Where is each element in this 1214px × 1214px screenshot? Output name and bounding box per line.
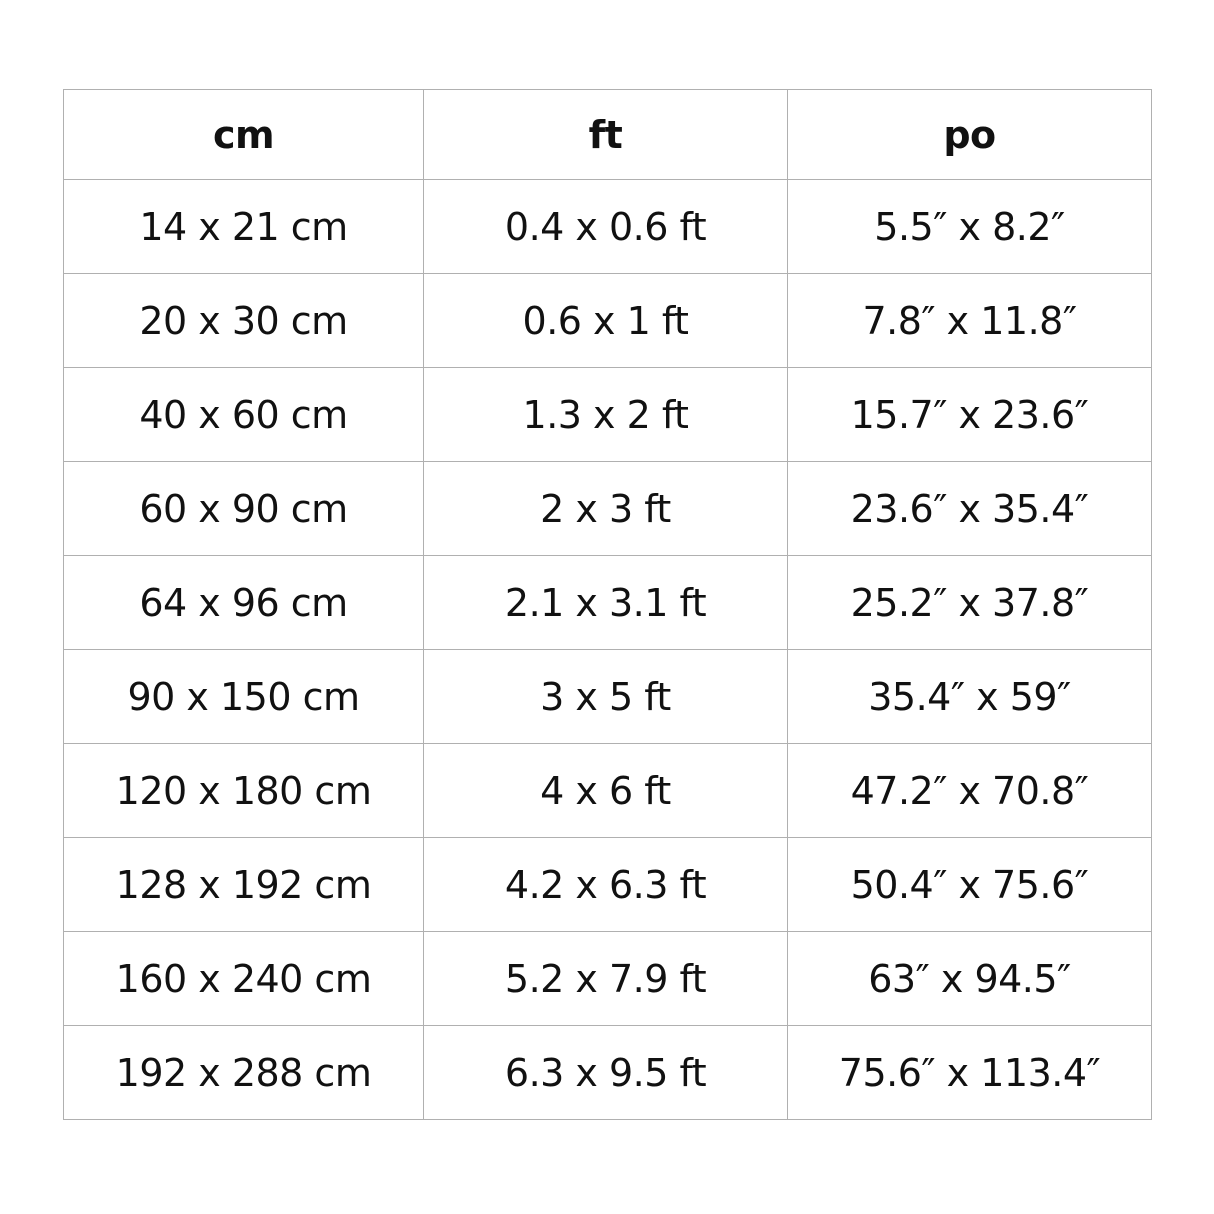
cell-ft: 2 x 3 ft (423, 461, 788, 556)
cell-cm: 90 x 150 cm (63, 649, 424, 744)
table-row: 192 x 288 cm 6.3 x 9.5 ft 75.6″ x 113.4″ (63, 1025, 1152, 1120)
table-row: 120 x 180 cm 4 x 6 ft 47.2″ x 70.8″ (63, 743, 1152, 838)
size-conversion-table: cm ft po 14 x 21 cm 0.4 x 0.6 ft 5.5″ x 8.… (63, 89, 1152, 1120)
table-row: 60 x 90 cm 2 x 3 ft 23.6″ x 35.4″ (63, 461, 1152, 556)
cell-ft: 5.2 x 7.9 ft (423, 931, 788, 1026)
cell-ft: 2.1 x 3.1 ft (423, 555, 788, 650)
cell-ft: 4 x 6 ft (423, 743, 788, 838)
cell-ft: 1.3 x 2 ft (423, 367, 788, 462)
cell-ft: 6.3 x 9.5 ft (423, 1025, 788, 1120)
cell-po: 25.2″ x 37.8″ (787, 555, 1152, 650)
cell-cm: 160 x 240 cm (63, 931, 424, 1026)
table-row: 90 x 150 cm 3 x 5 ft 35.4″ x 59″ (63, 649, 1152, 744)
table-row: 160 x 240 cm 5.2 x 7.9 ft 63″ x 94.5″ (63, 931, 1152, 1026)
cell-cm: 120 x 180 cm (63, 743, 424, 838)
cell-po: 5.5″ x 8.2″ (787, 179, 1152, 274)
cell-cm: 14 x 21 cm (63, 179, 424, 274)
cell-po: 35.4″ x 59″ (787, 649, 1152, 744)
cell-cm: 192 x 288 cm (63, 1025, 424, 1120)
table-row: 64 x 96 cm 2.1 x 3.1 ft 25.2″ x 37.8″ (63, 555, 1152, 650)
cell-po: 50.4″ x 75.6″ (787, 837, 1152, 932)
cell-ft: 0.4 x 0.6 ft (423, 179, 788, 274)
header-cm: cm (63, 89, 424, 180)
header-ft: ft (423, 89, 788, 180)
header-po: po (787, 89, 1152, 180)
cell-po: 23.6″ x 35.4″ (787, 461, 1152, 556)
table-row: 128 x 192 cm 4.2 x 6.3 ft 50.4″ x 75.6″ (63, 837, 1152, 932)
cell-po: 47.2″ x 70.8″ (787, 743, 1152, 838)
cell-po: 75.6″ x 113.4″ (787, 1025, 1152, 1120)
table-row: 20 x 30 cm 0.6 x 1 ft 7.8″ x 11.8″ (63, 273, 1152, 368)
cell-cm: 40 x 60 cm (63, 367, 424, 462)
cell-po: 63″ x 94.5″ (787, 931, 1152, 1026)
cell-cm: 20 x 30 cm (63, 273, 424, 368)
table-row: 14 x 21 cm 0.4 x 0.6 ft 5.5″ x 8.2″ (63, 179, 1152, 274)
cell-cm: 128 x 192 cm (63, 837, 424, 932)
table-row: 40 x 60 cm 1.3 x 2 ft 15.7″ x 23.6″ (63, 367, 1152, 462)
cell-po: 15.7″ x 23.6″ (787, 367, 1152, 462)
cell-cm: 60 x 90 cm (63, 461, 424, 556)
cell-ft: 4.2 x 6.3 ft (423, 837, 788, 932)
cell-cm: 64 x 96 cm (63, 555, 424, 650)
header-row: cm ft po (63, 89, 1152, 180)
cell-po: 7.8″ x 11.8″ (787, 273, 1152, 368)
cell-ft: 0.6 x 1 ft (423, 273, 788, 368)
cell-ft: 3 x 5 ft (423, 649, 788, 744)
